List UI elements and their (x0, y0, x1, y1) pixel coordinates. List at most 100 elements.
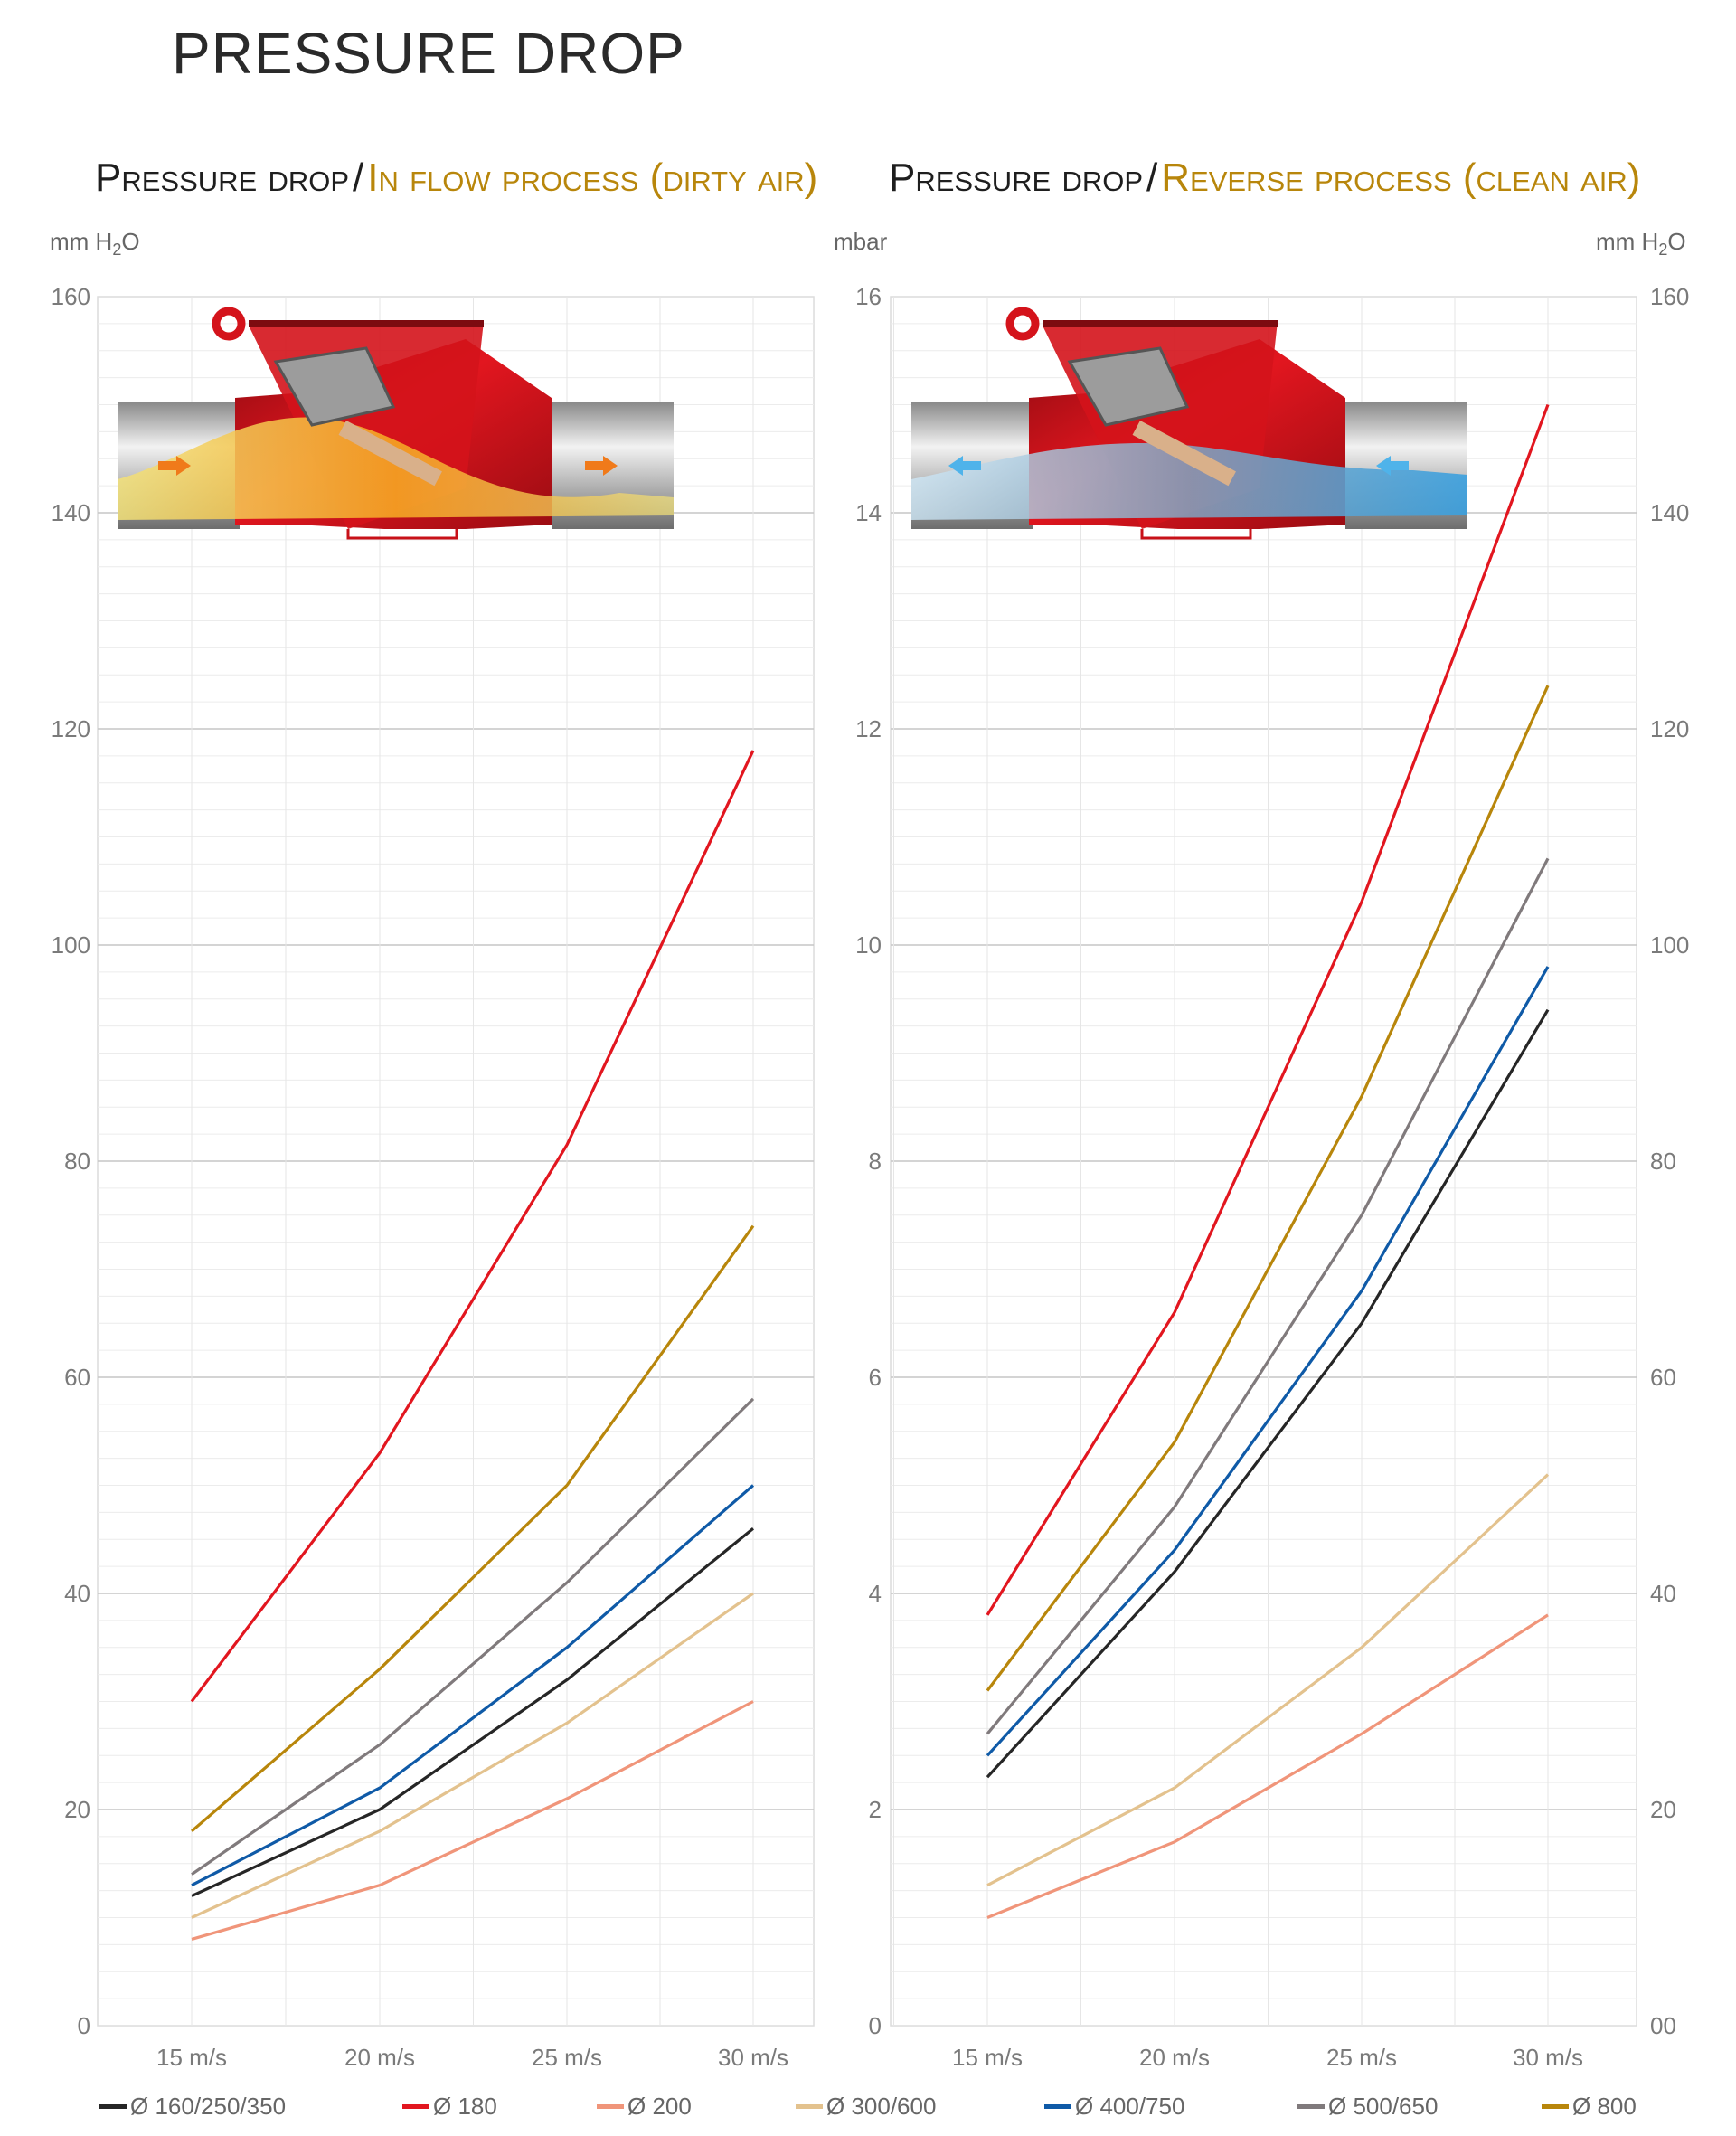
legend-swatch (99, 2104, 127, 2109)
legend-swatch (1044, 2104, 1071, 2109)
valve-actuator (273, 346, 396, 427)
legend-label: Ø 300/600 (826, 2093, 937, 2120)
y-tick-label: 14 (855, 499, 882, 526)
flow-arrow-in (158, 456, 191, 476)
valve-flap (1132, 420, 1236, 487)
clean-air-flow (911, 443, 1467, 520)
chart-title-reverse-main: Pressure drop (889, 156, 1144, 200)
y-tick-label: 20 (64, 1796, 90, 1823)
flow-arrow-in (1376, 456, 1409, 476)
legend-item: Ø 400/750 (1044, 2093, 1184, 2121)
y-tick-label: 2 (869, 1796, 882, 1823)
legend-item: Ø 200 (597, 2093, 692, 2121)
y-tick-label: 0 (869, 2012, 882, 2039)
legend-label: Ø 400/750 (1075, 2093, 1185, 2120)
legend-item: Ø 800 (1542, 2093, 1637, 2121)
y-tick-label-right: 20 (1650, 1796, 1676, 1823)
legend-label: Ø 160/250/350 (130, 2093, 287, 2120)
dirty-air-flow (118, 417, 674, 520)
chart-title-reverse: Pressure drop/Reverse process (clean air… (889, 156, 1640, 201)
chart-title-inflow-main: Pressure drop (95, 156, 350, 200)
valve-illustration-reverse (911, 307, 1467, 540)
x-tick-label: 15 m/s (156, 2044, 227, 2071)
x-tick-label: 30 m/s (1513, 2044, 1583, 2071)
y-tick-label: 8 (869, 1148, 882, 1175)
valve-top-flange (1043, 320, 1278, 327)
legend-swatch (1297, 2104, 1325, 2109)
x-tick-label: 20 m/s (344, 2044, 415, 2071)
chart-title-inflow-separator: / (353, 156, 364, 200)
y-tick-label-right: 140 (1650, 499, 1689, 526)
x-tick-label: 25 m/s (532, 2044, 602, 2071)
legend-item: Ø 300/600 (796, 2093, 936, 2121)
lifting-eye (1005, 307, 1040, 341)
y-tick-label-right: 120 (1650, 715, 1689, 742)
legend-swatch (402, 2104, 429, 2109)
y-tick-label: 0 (78, 2012, 90, 2039)
y-tick-label: 100 (52, 931, 90, 959)
y-tick-label-right: 40 (1650, 1580, 1676, 1607)
series-line (191, 1527, 755, 1898)
y-tick-label: 12 (855, 715, 882, 742)
valve-illustration-inflow (118, 307, 674, 540)
chart-title-inflow: Pressure drop/In flow process (dirty air… (95, 156, 817, 201)
series-line (986, 966, 1550, 1757)
y-tick-label: 140 (52, 499, 90, 526)
series-line (986, 403, 1550, 1616)
legend: Ø 160/250/350 Ø 180 Ø 200 Ø 300/600 Ø 40… (0, 2093, 1736, 2129)
unit-middle: mbar (834, 228, 888, 255)
legend-label: Ø 800 (1572, 2093, 1637, 2120)
x-tick-label: 30 m/s (718, 2044, 788, 2071)
series-line (986, 1473, 1550, 1887)
series-line (191, 1700, 754, 1941)
series-line (191, 1484, 755, 1887)
y-tick-label: 80 (64, 1148, 90, 1175)
flow-arrow-out (585, 456, 618, 476)
x-tick-label: 15 m/s (952, 2044, 1023, 2071)
series-line (190, 1224, 755, 1833)
series-line (986, 1613, 1549, 1919)
x-tick-label: 25 m/s (1326, 2044, 1397, 2071)
series-line (986, 1008, 1550, 1779)
legend-swatch (1542, 2104, 1569, 2109)
unit-left: mm H2O (50, 228, 140, 260)
unit-right: mm H2O (1596, 228, 1686, 260)
series-line (986, 857, 1550, 1735)
y-tick-label-right: 100 (1650, 931, 1689, 959)
valve-top-flange (249, 320, 484, 327)
y-tick-label: 120 (52, 715, 90, 742)
chart-title-reverse-separator: / (1146, 156, 1158, 200)
legend-label: Ø 200 (627, 2093, 692, 2120)
flow-arrow-out (948, 456, 981, 476)
valve-actuator (1067, 346, 1190, 427)
y-tick-label: 16 (855, 283, 882, 310)
lifting-eye (212, 307, 246, 341)
legend-item: Ø 180 (402, 2093, 497, 2121)
series-line (191, 1397, 755, 1876)
y-tick-label-right: 60 (1650, 1364, 1676, 1391)
y-tick-label-right: 00 (1650, 2012, 1676, 2039)
series-line (191, 1592, 754, 1919)
legend-swatch (796, 2104, 823, 2109)
valve-flap (338, 420, 442, 487)
legend-item: Ø 160/250/350 (99, 2093, 286, 2121)
legend-label: Ø 500/650 (1328, 2093, 1439, 2120)
y-tick-label: 60 (64, 1364, 90, 1391)
y-tick-label: 6 (869, 1364, 882, 1391)
x-tick-label: 20 m/s (1139, 2044, 1210, 2071)
valve-base (1140, 529, 1252, 540)
y-tick-label-right: 160 (1650, 283, 1689, 310)
legend-label: Ø 180 (433, 2093, 497, 2120)
y-tick-label: 4 (869, 1580, 882, 1607)
y-tick-label: 40 (64, 1580, 90, 1607)
y-tick-label-right: 80 (1650, 1148, 1676, 1175)
legend-item: Ø 500/650 (1297, 2093, 1438, 2121)
valve-base (346, 529, 458, 540)
y-tick-label: 10 (855, 931, 882, 959)
series-line (986, 685, 1550, 1692)
chart-title-inflow-process: In flow process (dirty air) (367, 156, 818, 200)
chart-title-reverse-process: Reverse process (clean air) (1161, 156, 1641, 200)
page-title: PRESSURE DROP (172, 21, 685, 86)
series-line (190, 750, 755, 1703)
